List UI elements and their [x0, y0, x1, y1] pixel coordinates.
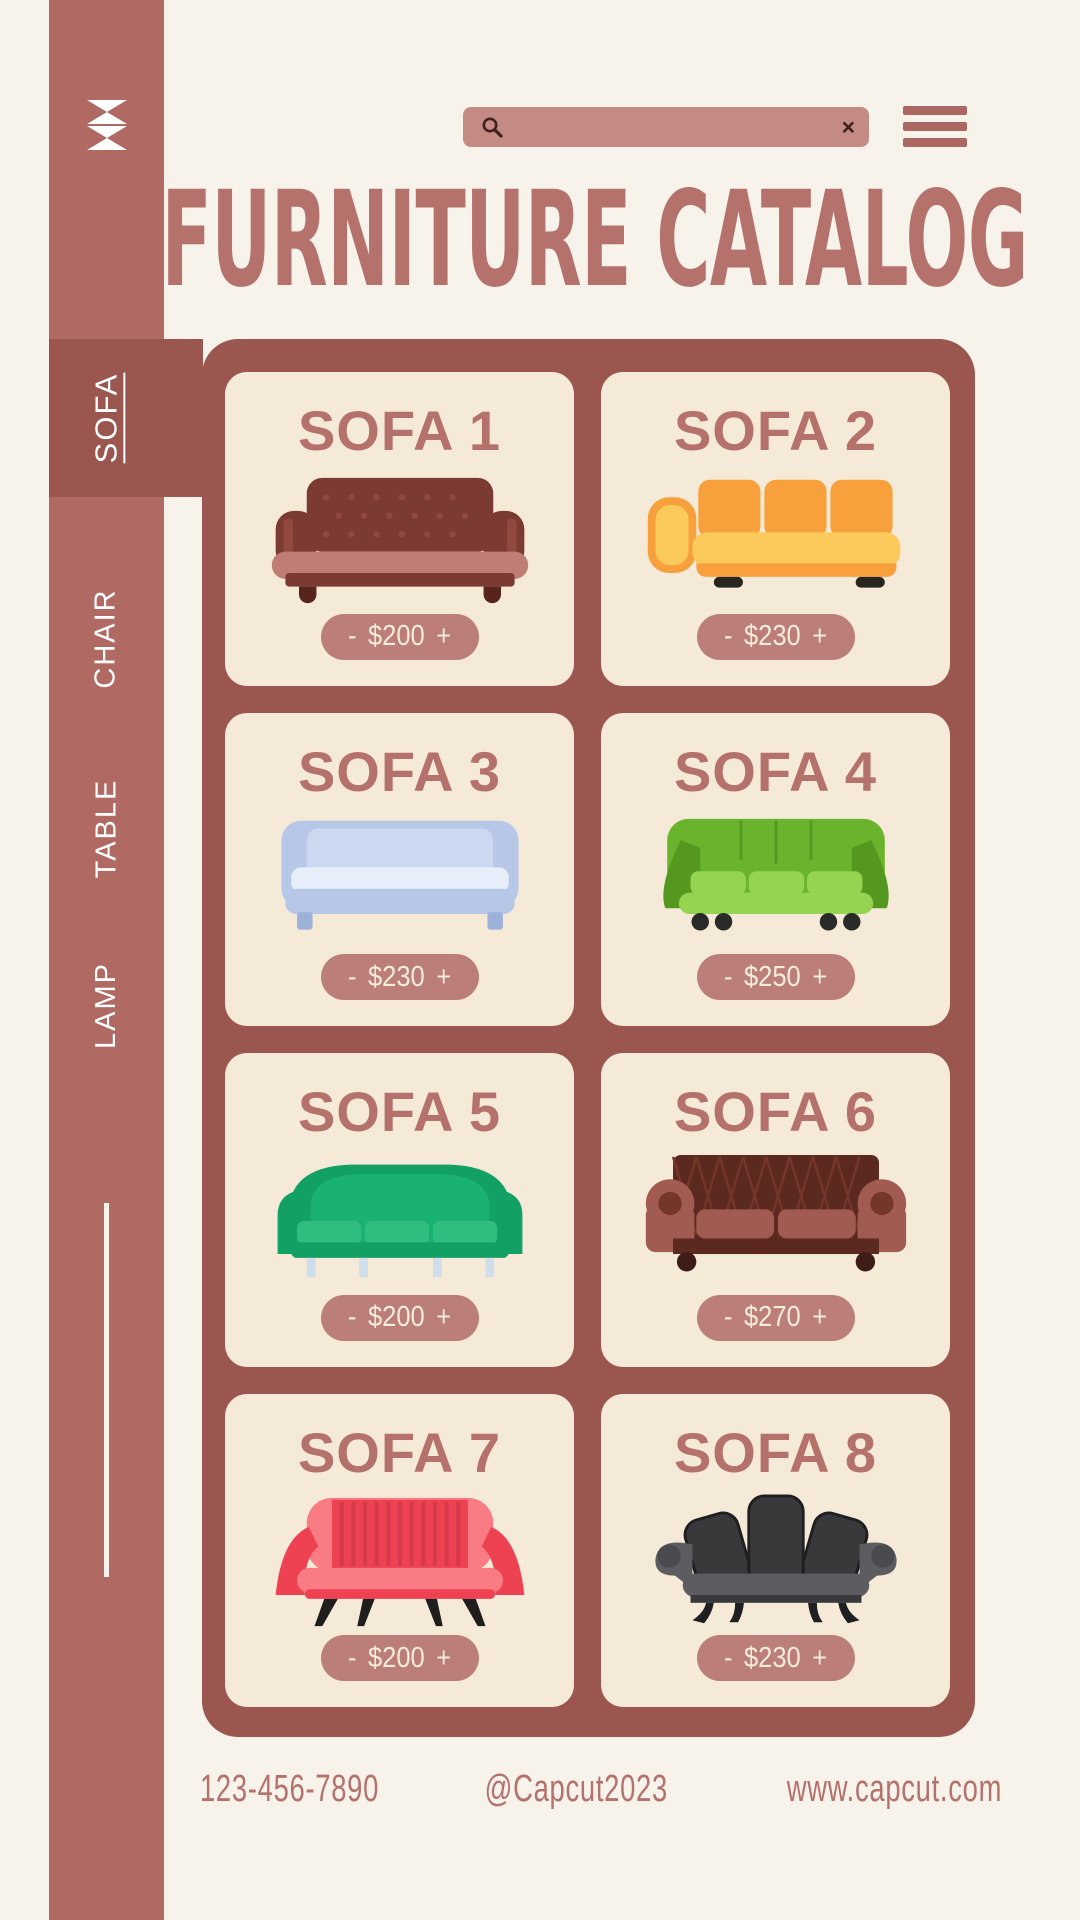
- product-title: SOFA 8: [673, 1420, 878, 1484]
- sidebar-item-lamp[interactable]: LAMP: [49, 905, 164, 1105]
- sidebar-item-label: CHAIR: [89, 587, 122, 689]
- sofa-illustration: [640, 812, 912, 950]
- sofa-illustration: [264, 812, 536, 950]
- increase-button[interactable]: +: [812, 1641, 828, 1674]
- sofa-illustration: [264, 471, 536, 609]
- product-title: SOFA 7: [297, 1420, 502, 1484]
- price-value: $250: [743, 960, 801, 993]
- decrease-button[interactable]: -: [723, 620, 733, 652]
- sidebar-item-label: SOFA: [88, 372, 124, 464]
- increase-button[interactable]: +: [812, 620, 828, 652]
- product-title: SOFA 5: [297, 1080, 502, 1143]
- product-title: SOFA 6: [673, 1080, 878, 1143]
- sidebar-item-label: LAMP: [89, 961, 122, 1049]
- sofa-illustration: [640, 1152, 912, 1290]
- product-card[interactable]: SOFA 5 - $200 +: [225, 1053, 574, 1367]
- increase-button[interactable]: +: [436, 960, 452, 993]
- price-stepper: - $230 +: [696, 1635, 855, 1681]
- increase-button[interactable]: +: [436, 1641, 452, 1674]
- product-card[interactable]: SOFA 8 - $230 +: [601, 1393, 950, 1707]
- product-title: SOFA 4: [673, 739, 878, 803]
- price-stepper: - $200 +: [320, 613, 479, 660]
- price-value: $230: [743, 1641, 801, 1674]
- search-bar: ×: [463, 107, 869, 147]
- hamburger-menu-icon[interactable]: [903, 106, 967, 147]
- menu-bar: [903, 122, 967, 131]
- increase-button[interactable]: +: [436, 620, 452, 652]
- sidebar-indicator-line: [104, 1203, 109, 1577]
- decrease-button[interactable]: -: [347, 960, 357, 993]
- price-value: $200: [367, 1641, 425, 1674]
- menu-bar: [903, 138, 967, 147]
- sofa-illustration: [640, 1493, 912, 1631]
- page-title: FURNITURE CATALOG: [161, 163, 1029, 317]
- decrease-button[interactable]: -: [347, 1301, 357, 1333]
- price-stepper: - $230 +: [320, 954, 479, 1000]
- product-title: SOFA 1: [297, 399, 502, 462]
- price-stepper: - $200 +: [320, 1635, 479, 1681]
- price-value: $200: [367, 1301, 425, 1333]
- search-icon: [482, 117, 503, 138]
- price-value: $200: [367, 620, 425, 652]
- price-value: $270: [743, 1301, 801, 1333]
- product-title: SOFA 2: [673, 399, 878, 462]
- catalog-panel: SOFA 1 - $200 + SOFA 2: [202, 339, 975, 1737]
- product-card[interactable]: SOFA 1 - $200 +: [225, 372, 574, 686]
- sidebar: [49, 0, 164, 1920]
- price-value: $230: [743, 620, 801, 652]
- sidebar-item-sofa[interactable]: SOFA: [49, 339, 203, 497]
- increase-button[interactable]: +: [812, 1301, 828, 1333]
- search-input[interactable]: [504, 107, 842, 147]
- price-stepper: - $200 +: [320, 1294, 479, 1341]
- social-handle: @Capcut2023: [484, 1767, 668, 1810]
- decrease-button[interactable]: -: [723, 1641, 733, 1674]
- product-card[interactable]: SOFA 6 - $270 +: [601, 1053, 950, 1367]
- sofa-illustration: [640, 471, 912, 609]
- phone-number: 123-456-7890: [200, 1767, 380, 1810]
- price-value: $230: [367, 960, 425, 993]
- sofa-illustration: [264, 1493, 536, 1631]
- clear-icon[interactable]: ×: [841, 113, 855, 140]
- price-stepper: - $230 +: [696, 613, 855, 660]
- menu-bar: [903, 106, 967, 115]
- price-stepper: - $270 +: [696, 1294, 855, 1341]
- capcut-logo-icon: [84, 100, 130, 150]
- website-url: www.capcut.com: [786, 1767, 1003, 1810]
- decrease-button[interactable]: -: [347, 620, 357, 652]
- product-title: SOFA 3: [297, 739, 502, 803]
- product-card[interactable]: SOFA 2 - $230 +: [601, 372, 950, 686]
- decrease-button[interactable]: -: [723, 1301, 733, 1333]
- price-stepper: - $250 +: [696, 954, 855, 1000]
- increase-button[interactable]: +: [436, 1301, 452, 1333]
- increase-button[interactable]: +: [812, 960, 828, 993]
- decrease-button[interactable]: -: [723, 960, 733, 993]
- footer: 123-456-7890 @Capcut2023 www.capcut.com: [200, 1764, 1002, 1814]
- sidebar-item-chair[interactable]: CHAIR: [49, 538, 164, 738]
- sidebar-item-label: TABLE: [90, 778, 122, 878]
- product-card[interactable]: SOFA 4 - $250 +: [601, 712, 950, 1026]
- decrease-button[interactable]: -: [347, 1641, 357, 1674]
- sidebar-item-table[interactable]: TABLE: [49, 728, 164, 928]
- product-card[interactable]: SOFA 3 - $230 +: [225, 712, 574, 1026]
- sofa-illustration: [264, 1152, 536, 1290]
- product-card[interactable]: SOFA 7 - $200 +: [225, 1393, 574, 1707]
